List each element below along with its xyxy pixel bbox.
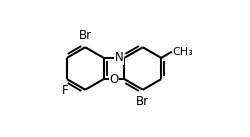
Text: Br: Br [79,29,92,42]
Text: Br: Br [136,95,149,108]
Text: CH₃: CH₃ [172,47,193,57]
Text: F: F [62,84,69,97]
Text: O: O [110,73,119,86]
Text: N: N [114,51,123,64]
